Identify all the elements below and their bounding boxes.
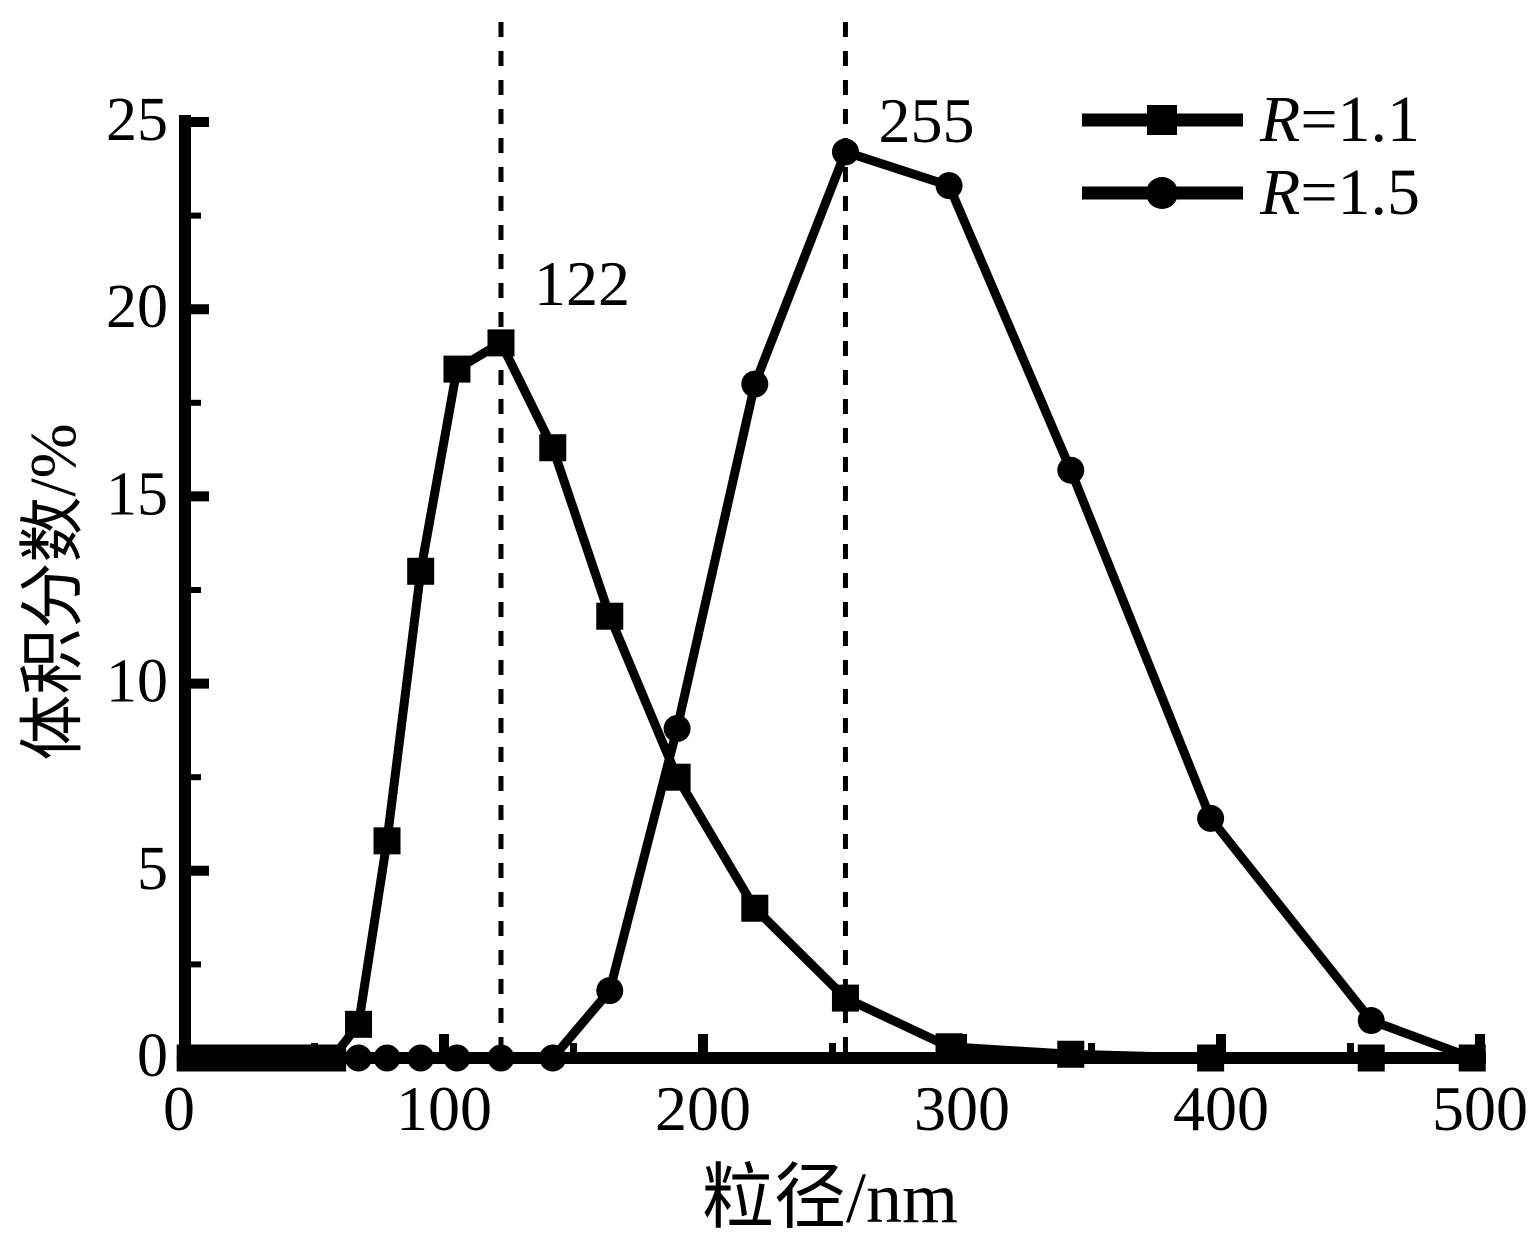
series-R-1.1 — [176, 329, 1486, 1072]
circle-marker — [663, 715, 691, 743]
legend-label: R=1.5 — [1259, 156, 1420, 229]
series-line — [190, 147, 1474, 1063]
square-marker — [443, 355, 471, 383]
series-layer — [176, 138, 1486, 1072]
square-marker — [1197, 1044, 1225, 1072]
circle-marker — [1146, 177, 1178, 209]
circle-marker — [1357, 1007, 1385, 1035]
square-marker — [596, 602, 624, 630]
circle-marker — [539, 1044, 567, 1072]
circle-marker — [935, 172, 963, 200]
circle-marker — [345, 1044, 373, 1072]
y-tick-label: 0 — [137, 1022, 168, 1090]
circle-marker — [741, 370, 769, 398]
x-tick-label: 0 — [163, 1073, 195, 1144]
square-marker — [345, 1010, 373, 1038]
series-line — [190, 338, 1473, 1063]
y-tick-label: 5 — [137, 835, 168, 903]
peak-annotation-122: 122 — [534, 248, 630, 319]
circle-marker — [1057, 456, 1085, 484]
x-tick-label: 200 — [655, 1073, 751, 1144]
y-tick-label: 10 — [106, 648, 168, 716]
circle-marker — [407, 1044, 435, 1072]
peak-annotation-255: 255 — [878, 85, 974, 156]
square-marker — [1057, 1040, 1085, 1068]
x-tick-label: 400 — [1173, 1073, 1269, 1144]
circle-marker — [1458, 1044, 1486, 1072]
legend: R=1.1R=1.5 — [1082, 83, 1420, 229]
circle-marker — [373, 1044, 401, 1072]
dashed-guides-layer — [498, 22, 848, 1052]
square-marker — [1147, 105, 1177, 135]
circle-marker — [319, 1044, 347, 1072]
square-marker — [373, 827, 401, 855]
y-axis-label: 体积分数/% — [17, 423, 90, 760]
square-marker — [831, 984, 859, 1012]
square-marker — [935, 1033, 963, 1061]
circle-marker — [443, 1044, 471, 1072]
legend-entry-R-1.1: R=1.1 — [1082, 83, 1420, 156]
legend-entry-R-1.5: R=1.5 — [1082, 156, 1420, 229]
circle-marker — [1197, 804, 1225, 832]
x-axis-label: 粒径/nm — [702, 1158, 958, 1238]
square-marker — [741, 894, 769, 922]
square-marker — [487, 329, 515, 357]
circle-marker — [298, 1044, 326, 1072]
tick-labels-layer: 0 5 10 15 20 25 0 100 200 300 400 500 — [106, 86, 1528, 1144]
x-tick-label: 100 — [396, 1073, 492, 1144]
y-tick-label: 15 — [106, 460, 168, 528]
circle-marker — [596, 977, 624, 1005]
series-R-1.5 — [176, 138, 1486, 1072]
circle-marker — [831, 138, 859, 166]
x-tick-label: 500 — [1432, 1073, 1528, 1144]
circle-marker — [487, 1044, 515, 1072]
y-tick-label: 25 — [106, 86, 168, 154]
square-marker — [539, 434, 567, 462]
x-tick-label: 300 — [914, 1073, 1010, 1144]
square-marker — [407, 557, 435, 585]
legend-label: R=1.1 — [1259, 83, 1420, 156]
y-tick-label: 20 — [106, 273, 168, 341]
annotations-layer: 122 255 — [534, 85, 974, 319]
square-marker — [1357, 1044, 1385, 1072]
